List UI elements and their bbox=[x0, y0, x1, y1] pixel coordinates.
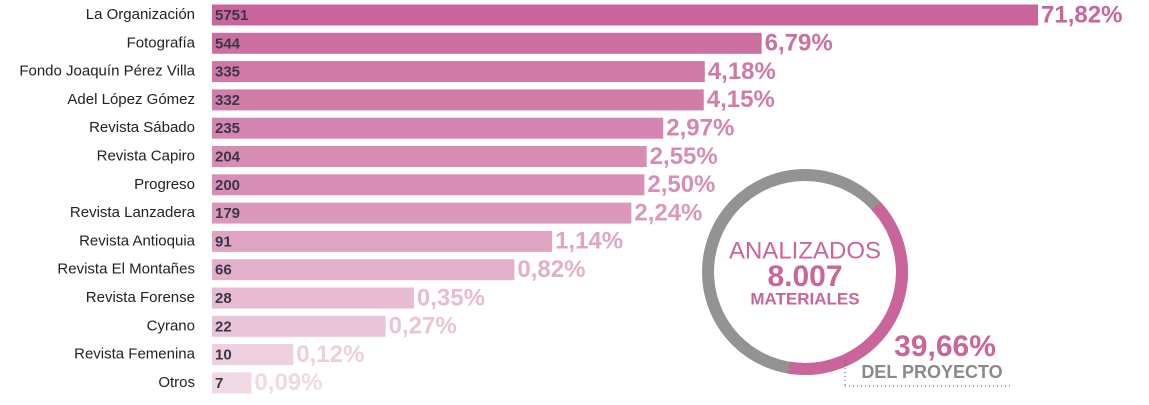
category-label: Revista Capiro bbox=[97, 147, 195, 164]
bar bbox=[212, 372, 252, 394]
percentage-label: 2,24% bbox=[634, 199, 702, 226]
bar bbox=[212, 344, 294, 366]
bar bbox=[212, 315, 386, 337]
category-label: Adel López Gómez bbox=[67, 91, 195, 108]
bar bbox=[212, 146, 647, 167]
percentage-label: 1,14% bbox=[555, 228, 623, 255]
category-label: La Organización bbox=[86, 6, 195, 23]
category-label: Progreso bbox=[134, 176, 195, 193]
center-number: 8.007 bbox=[767, 260, 842, 293]
count-label: 332 bbox=[215, 92, 240, 109]
donut-percentage: 39,66% bbox=[894, 330, 996, 363]
percentage-label: 0,82% bbox=[517, 256, 585, 283]
count-label: 7 bbox=[215, 375, 223, 392]
percentage-label: 0,27% bbox=[389, 313, 457, 340]
percentage-label: 2,55% bbox=[650, 143, 718, 170]
percentage-label: 6,79% bbox=[765, 30, 833, 57]
category-label: Revista Forense bbox=[86, 289, 195, 306]
count-label: 66 bbox=[215, 262, 232, 279]
category-label: Revista Antioquia bbox=[79, 232, 196, 249]
percentage-label: 0,09% bbox=[254, 369, 322, 396]
percentage-label: 4,15% bbox=[707, 86, 775, 113]
bar bbox=[212, 89, 704, 111]
percentage-label: 0,35% bbox=[417, 284, 485, 311]
category-label: Revista El Montañes bbox=[57, 261, 195, 278]
category-label: Fotografía bbox=[127, 34, 196, 51]
bar bbox=[212, 117, 664, 139]
percentage-label: 2,97% bbox=[666, 115, 734, 142]
count-label: 335 bbox=[215, 64, 240, 81]
category-label: Revista Sábado bbox=[89, 119, 195, 136]
count-label: 5751 bbox=[215, 7, 248, 24]
donut-arc bbox=[787, 201, 908, 375]
category-label: Cyrano bbox=[147, 317, 195, 334]
count-label: 28 bbox=[215, 290, 232, 307]
percentage-label: 2,50% bbox=[647, 171, 715, 198]
donut-caption: DEL PROYECTO bbox=[861, 362, 1002, 382]
bar bbox=[212, 4, 1039, 26]
bar bbox=[212, 32, 762, 54]
bar bbox=[212, 230, 553, 252]
bar bbox=[212, 61, 705, 83]
count-label: 22 bbox=[215, 318, 232, 335]
category-label: Fondo Joaquín Pérez Villa bbox=[19, 63, 195, 80]
bar bbox=[212, 259, 515, 281]
category-label: Otros bbox=[158, 374, 195, 391]
count-label: 544 bbox=[215, 35, 241, 52]
count-label: 179 bbox=[215, 205, 240, 222]
count-label: 91 bbox=[215, 233, 232, 250]
category-label: Revista Femenina bbox=[74, 346, 196, 363]
bar bbox=[212, 202, 632, 224]
count-label: 10 bbox=[215, 347, 232, 364]
count-label: 235 bbox=[215, 120, 240, 137]
center-bottom: MATERIALES bbox=[750, 289, 859, 308]
bar bbox=[212, 174, 645, 196]
percentage-label: 0,12% bbox=[296, 341, 364, 368]
percentage-label: 71,82% bbox=[1041, 1, 1122, 28]
center-top: ANALIZADOS bbox=[729, 237, 881, 264]
count-label: 204 bbox=[215, 148, 241, 165]
percentage-label: 4,18% bbox=[708, 58, 776, 85]
bar bbox=[212, 287, 414, 309]
category-label: Revista Lanzadera bbox=[70, 204, 196, 221]
count-label: 200 bbox=[215, 177, 240, 194]
